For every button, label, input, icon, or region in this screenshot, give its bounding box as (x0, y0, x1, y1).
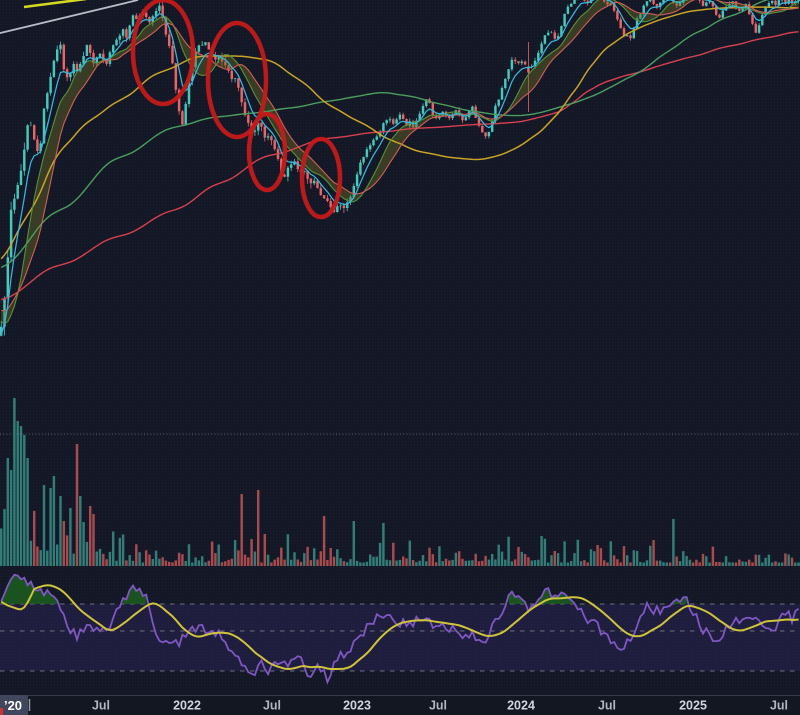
svg-text:Jul: Jul (598, 699, 616, 713)
svg-text:Jul: Jul (92, 699, 110, 713)
svg-text:2025: 2025 (679, 699, 707, 713)
svg-text:Jul: Jul (263, 699, 281, 713)
svg-text:2023: 2023 (343, 699, 371, 713)
svg-text:Jul: Jul (429, 699, 447, 713)
svg-text:2024: 2024 (507, 699, 535, 713)
svg-text:2022: 2022 (173, 699, 201, 713)
svg-text:Jul: Jul (770, 699, 788, 713)
svg-text:’20: ’20 (4, 698, 22, 713)
